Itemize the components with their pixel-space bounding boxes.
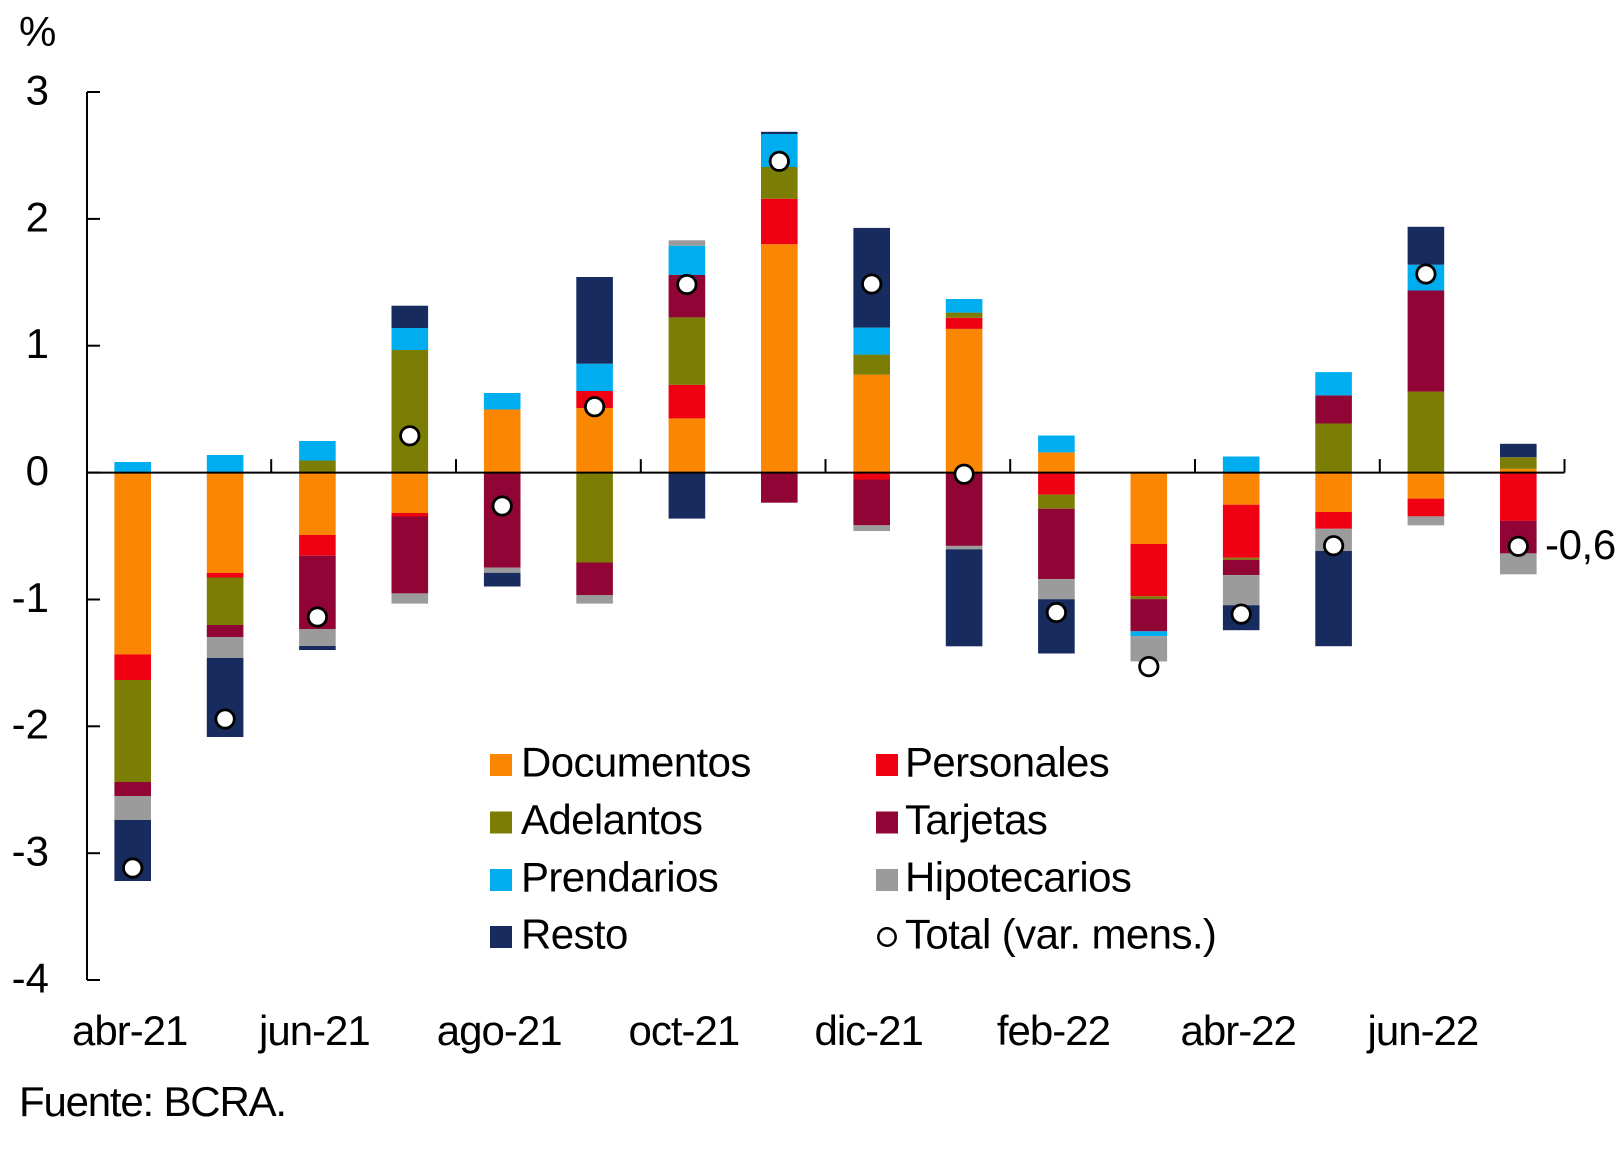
svg-text:0: 0 bbox=[26, 447, 49, 494]
svg-text:abr-21: abr-21 bbox=[72, 1007, 187, 1054]
svg-text:3: 3 bbox=[26, 66, 49, 113]
svg-text:Documentos: Documentos bbox=[521, 739, 751, 786]
svg-text:2: 2 bbox=[26, 193, 49, 240]
svg-text:dic-21: dic-21 bbox=[814, 1007, 922, 1054]
svg-text:-2: -2 bbox=[12, 701, 49, 748]
svg-text:1: 1 bbox=[26, 320, 49, 367]
svg-text:feb-22: feb-22 bbox=[997, 1007, 1110, 1054]
svg-text:Total (var. mens.): Total (var. mens.) bbox=[905, 911, 1216, 958]
svg-text:oct-21: oct-21 bbox=[629, 1007, 740, 1054]
svg-text:ago-21: ago-21 bbox=[437, 1007, 562, 1054]
svg-text:Prendarios: Prendarios bbox=[521, 854, 718, 901]
svg-text:Personales: Personales bbox=[905, 739, 1109, 786]
svg-text:Hipotecarios: Hipotecarios bbox=[905, 854, 1131, 901]
svg-text:Fuente: BCRA.: Fuente: BCRA. bbox=[19, 1078, 286, 1125]
svg-text:abr-22: abr-22 bbox=[1180, 1007, 1295, 1054]
svg-text:-4: -4 bbox=[12, 954, 49, 1001]
svg-text:-0,6: -0,6 bbox=[1545, 521, 1616, 568]
svg-text:Adelantos: Adelantos bbox=[521, 796, 702, 843]
svg-text:%: % bbox=[19, 8, 56, 55]
svg-text:-1: -1 bbox=[12, 574, 49, 621]
svg-text:Tarjetas: Tarjetas bbox=[905, 796, 1047, 843]
svg-text:-3: -3 bbox=[12, 828, 49, 875]
svg-text:jun-22: jun-22 bbox=[1366, 1007, 1479, 1054]
svg-text:Resto: Resto bbox=[521, 911, 628, 958]
svg-text:jun-21: jun-21 bbox=[257, 1007, 370, 1054]
